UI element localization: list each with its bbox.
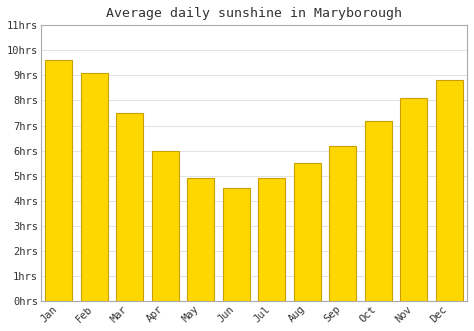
Bar [436, 80, 463, 301]
Bar [81, 73, 108, 301]
Bar [365, 120, 392, 301]
Bar [223, 188, 250, 301]
Bar [152, 151, 179, 301]
Bar [46, 60, 72, 301]
Bar [117, 113, 143, 301]
Bar [294, 163, 320, 301]
Title: Average daily sunshine in Maryborough: Average daily sunshine in Maryborough [106, 7, 402, 20]
Bar [187, 178, 214, 301]
Bar [401, 98, 427, 301]
Bar [329, 146, 356, 301]
Bar [258, 178, 285, 301]
